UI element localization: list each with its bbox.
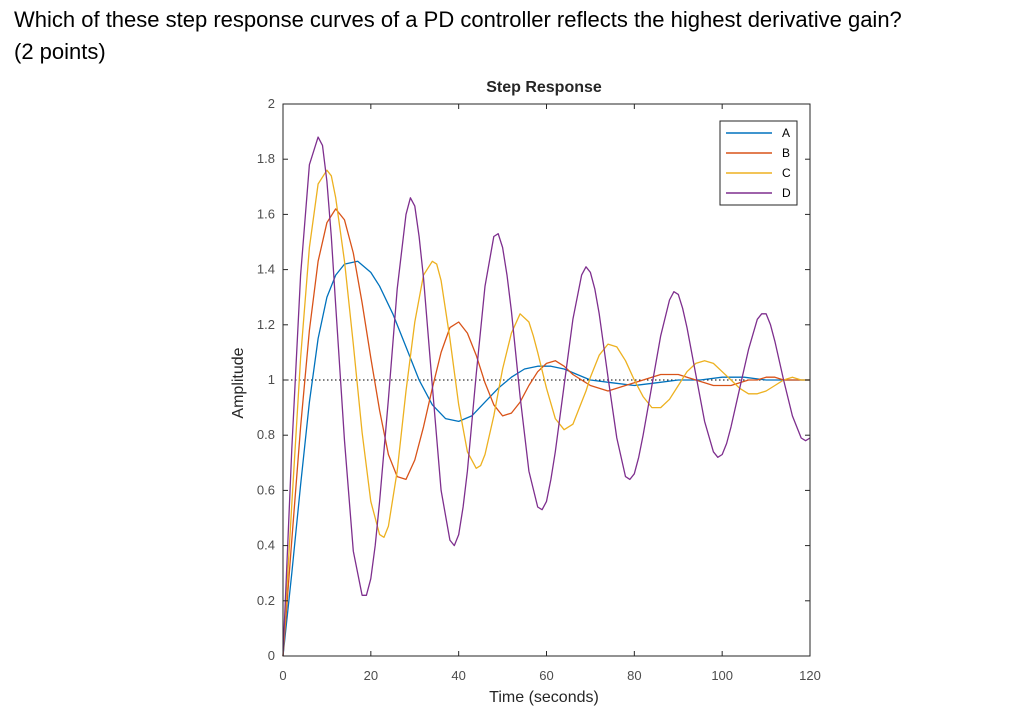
y-tick-label: 0 (268, 648, 275, 663)
x-tick-label: 20 (364, 668, 378, 683)
x-tick-label: 100 (711, 668, 733, 683)
x-tick-label: 120 (799, 668, 821, 683)
chart-title: Step Response (486, 79, 602, 96)
y-tick-label: 1.6 (257, 206, 275, 221)
y-tick-label: 1.4 (257, 262, 275, 277)
series-line-c (282, 169, 810, 657)
y-tick-label: 0.8 (257, 427, 275, 442)
x-tick-label: 60 (539, 668, 553, 683)
y-tick-label: 0.2 (257, 593, 275, 608)
question-line-1: Which of these step response curves of a… (14, 7, 902, 32)
y-tick-label: 2 (268, 96, 275, 111)
legend-label-a: A (782, 126, 790, 140)
question-text: Which of these step response curves of a… (14, 4, 1027, 68)
x-tick-label: 80 (627, 668, 641, 683)
y-tick-label: 1.2 (257, 317, 275, 332)
x-tick-label: 0 (279, 668, 286, 683)
y-tick-label: 1 (268, 372, 275, 387)
x-axis-label: Time (seconds) (489, 689, 599, 706)
legend-label-b: B (782, 146, 790, 160)
series-line-b (282, 208, 810, 657)
plot-area: 0 20 40 60 80 100 120 0 0.2 0.4 0.6 0.8 1 1.2 1.4 1.6 1.… (257, 96, 821, 683)
y-tick-label: 1.8 (257, 151, 275, 166)
legend-label-c: C (782, 166, 791, 180)
series-line-a (282, 260, 810, 657)
question-points: (2 points) (14, 39, 106, 64)
series-line-d (282, 136, 811, 657)
legend-label-d: D (782, 186, 791, 200)
y-tick-label: 0.6 (257, 482, 275, 497)
y-axis-label: Amplitude (230, 347, 247, 418)
legend-box (719, 120, 798, 206)
y-tick-label: 0.4 (257, 538, 275, 553)
x-tick-label: 40 (451, 668, 465, 683)
